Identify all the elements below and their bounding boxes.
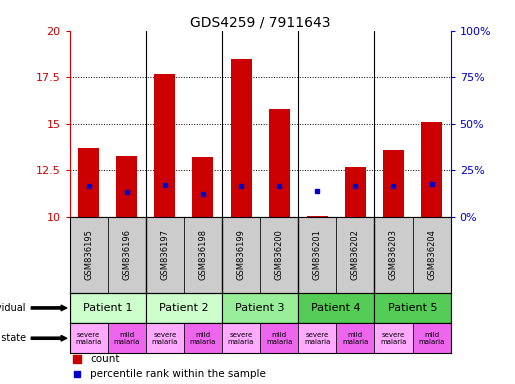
Bar xyxy=(116,156,137,217)
Text: GSM836198: GSM836198 xyxy=(198,230,208,280)
Text: count: count xyxy=(91,354,120,364)
Bar xyxy=(298,323,336,353)
Text: mild
malaria: mild malaria xyxy=(190,332,216,345)
Title: GDS4259 / 7911643: GDS4259 / 7911643 xyxy=(190,16,330,30)
Bar xyxy=(413,323,451,353)
Text: Patient 1: Patient 1 xyxy=(83,303,132,313)
Bar xyxy=(413,217,451,293)
Bar xyxy=(383,150,404,217)
Text: mild
malaria: mild malaria xyxy=(266,332,293,345)
Bar xyxy=(154,74,175,217)
Text: severe
malaria: severe malaria xyxy=(304,332,331,345)
Text: GSM836199: GSM836199 xyxy=(236,230,246,280)
Bar xyxy=(184,323,222,353)
Bar xyxy=(374,217,413,293)
Text: GSM836202: GSM836202 xyxy=(351,230,360,280)
Bar xyxy=(269,109,289,217)
Bar xyxy=(336,323,374,353)
Bar xyxy=(108,323,146,353)
Text: mild
malaria: mild malaria xyxy=(342,332,369,345)
Text: severe
malaria: severe malaria xyxy=(151,332,178,345)
Text: Patient 3: Patient 3 xyxy=(235,303,285,313)
Text: Patient 4: Patient 4 xyxy=(312,303,361,313)
Bar xyxy=(146,323,184,353)
Bar xyxy=(70,217,108,293)
Bar xyxy=(146,217,184,293)
Text: severe
malaria: severe malaria xyxy=(75,332,102,345)
Bar xyxy=(146,293,222,323)
Bar xyxy=(78,148,99,217)
Bar xyxy=(421,122,442,217)
Text: Patient 2: Patient 2 xyxy=(159,303,209,313)
Bar xyxy=(70,293,146,323)
Bar xyxy=(260,323,298,353)
Text: GSM836203: GSM836203 xyxy=(389,230,398,280)
Bar xyxy=(222,323,260,353)
Text: mild
malaria: mild malaria xyxy=(113,332,140,345)
Text: GSM836195: GSM836195 xyxy=(84,230,93,280)
Bar xyxy=(70,323,108,353)
Bar xyxy=(374,323,413,353)
Bar xyxy=(345,167,366,217)
Bar xyxy=(193,157,213,217)
Text: disease state: disease state xyxy=(0,333,67,343)
Bar xyxy=(298,293,374,323)
Bar xyxy=(336,217,374,293)
Bar xyxy=(222,217,260,293)
Bar xyxy=(307,216,328,217)
Text: individual: individual xyxy=(0,303,67,313)
Text: GSM836196: GSM836196 xyxy=(122,230,131,280)
Text: severe
malaria: severe malaria xyxy=(380,332,407,345)
Bar xyxy=(231,59,251,217)
Text: Patient 5: Patient 5 xyxy=(388,303,437,313)
Text: GSM836201: GSM836201 xyxy=(313,230,322,280)
Bar xyxy=(374,293,451,323)
Text: GSM836197: GSM836197 xyxy=(160,230,169,280)
Text: severe
malaria: severe malaria xyxy=(228,332,254,345)
Bar xyxy=(108,217,146,293)
Text: GSM836200: GSM836200 xyxy=(274,230,284,280)
Text: GSM836204: GSM836204 xyxy=(427,230,436,280)
Bar xyxy=(260,217,298,293)
Text: percentile rank within the sample: percentile rank within the sample xyxy=(91,369,266,379)
Bar xyxy=(222,293,298,323)
Text: mild
malaria: mild malaria xyxy=(418,332,445,345)
Bar xyxy=(184,217,222,293)
Bar xyxy=(298,217,336,293)
